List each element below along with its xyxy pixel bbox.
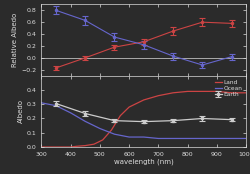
- Land: [201, 90, 204, 92]
- Land: [172, 92, 174, 94]
- Land: [142, 99, 145, 101]
- Line: Ocean: Ocean: [41, 103, 246, 139]
- Land: [186, 90, 189, 92]
- Land: [40, 146, 43, 148]
- Ocean: [201, 137, 204, 140]
- Ocean: [157, 137, 160, 140]
- Land: [245, 92, 248, 94]
- Ocean: [113, 133, 116, 135]
- Y-axis label: Relative Albedo: Relative Albedo: [12, 13, 18, 67]
- Land: [69, 146, 72, 148]
- Ocean: [69, 112, 72, 114]
- Land: [75, 145, 78, 147]
- Ocean: [98, 127, 101, 129]
- Line: Land: Land: [41, 91, 246, 147]
- Land: [110, 129, 113, 131]
- Ocean: [54, 105, 58, 107]
- Ocean: [84, 120, 87, 122]
- Land: [128, 106, 130, 108]
- Land: [230, 92, 233, 94]
- Ocean: [142, 136, 145, 138]
- Y-axis label: Albedo: Albedo: [18, 99, 24, 123]
- Land: [157, 95, 160, 97]
- Ocean: [172, 137, 174, 140]
- Ocean: [216, 137, 218, 140]
- Ocean: [128, 136, 130, 138]
- Land: [54, 146, 58, 148]
- Ocean: [186, 137, 189, 140]
- Land: [101, 139, 104, 141]
- Land: [84, 145, 87, 147]
- Ocean: [245, 137, 248, 140]
- Ocean: [40, 102, 43, 104]
- Legend: Land, Ocean, Earth: Land, Ocean, Earth: [214, 79, 243, 98]
- Ocean: [230, 137, 233, 140]
- Land: [119, 115, 122, 117]
- Land: [216, 90, 218, 92]
- X-axis label: wavelength (nm): wavelength (nm): [114, 158, 174, 165]
- Land: [92, 143, 96, 145]
